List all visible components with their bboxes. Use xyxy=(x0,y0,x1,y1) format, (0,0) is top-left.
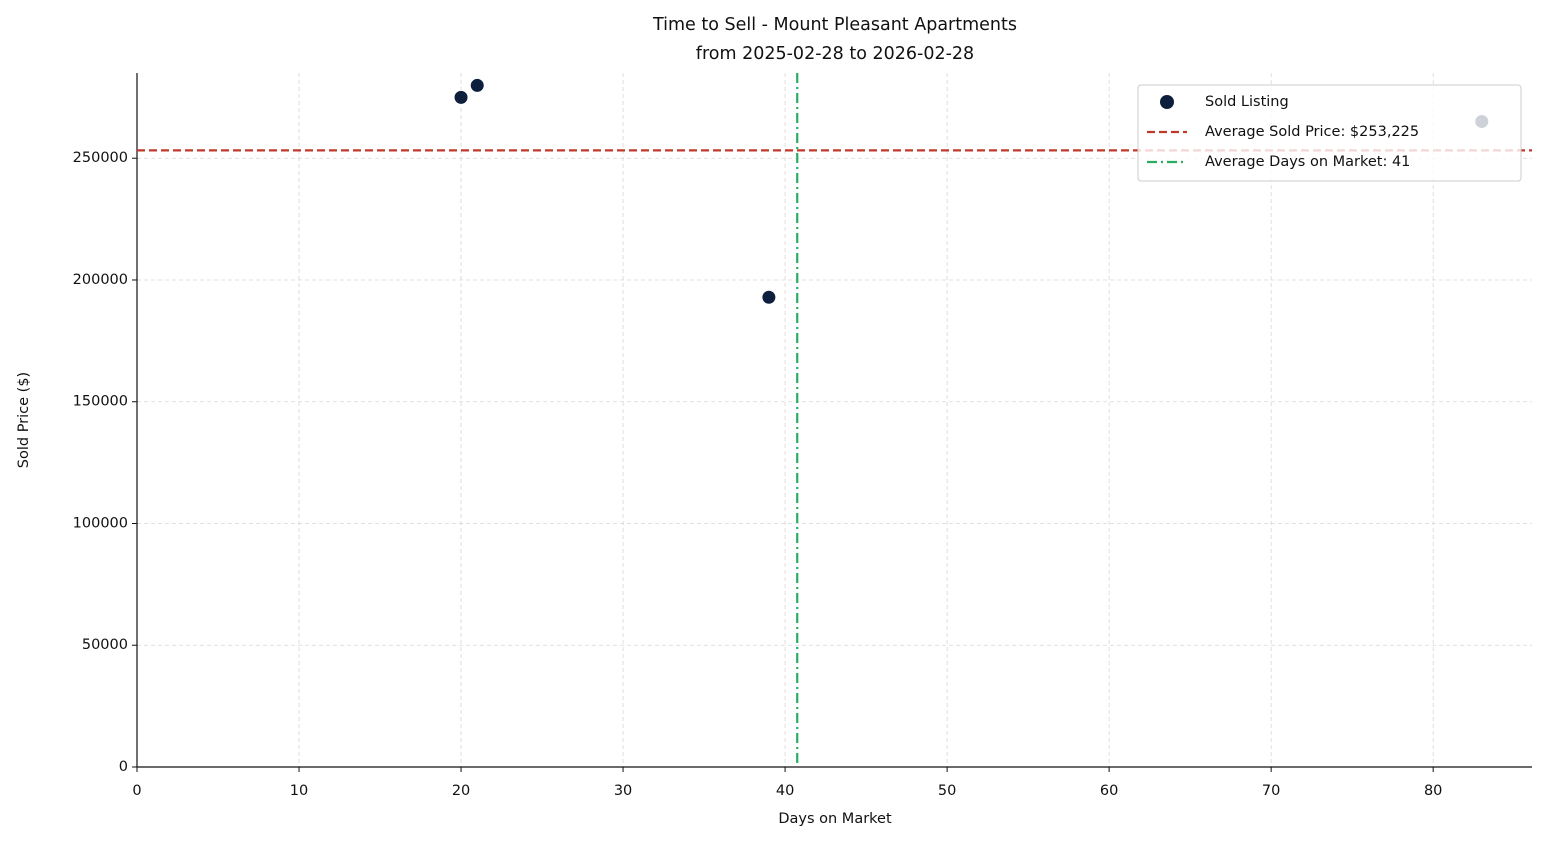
y-tick-label: 0 xyxy=(119,759,128,775)
legend: Sold Listing Average Sold Price: $253,225… xyxy=(1137,84,1522,182)
legend-label: Average Sold Price: $253,225 xyxy=(1205,124,1419,140)
y-tick-label: 50000 xyxy=(82,637,128,653)
legend-label: Average Days on Market: 41 xyxy=(1205,154,1410,170)
x-axis-label: Days on Market xyxy=(778,811,892,827)
y-tick-label: 150000 xyxy=(73,394,128,410)
y-tick-label: 200000 xyxy=(73,272,128,288)
x-tick-label: 50 xyxy=(938,783,956,799)
point xyxy=(453,89,469,105)
legend-label: Sold Listing xyxy=(1205,94,1289,110)
x-tick-label: 10 xyxy=(290,783,308,799)
x-tick-label: 30 xyxy=(614,783,632,799)
chart-title: Time to Sell - Mount Pleasant Apartments xyxy=(652,15,1017,35)
x-tick-label: 60 xyxy=(1100,783,1118,799)
x-tick-label: 40 xyxy=(776,783,794,799)
y-tick-label: 100000 xyxy=(73,515,128,531)
legend-box xyxy=(1137,84,1522,182)
point xyxy=(761,289,777,305)
y-axis-label: Sold Price ($) xyxy=(16,372,32,468)
y-tick-label: 250000 xyxy=(73,150,128,166)
legend-marker xyxy=(1160,95,1174,109)
chart-subtitle: from 2025-02-28 to 2026-02-28 xyxy=(696,44,974,64)
x-tick-label: 80 xyxy=(1424,783,1442,799)
point xyxy=(469,77,485,93)
x-tick-label: 70 xyxy=(1262,783,1280,799)
x-tick-label: 0 xyxy=(132,783,141,799)
x-tick-label: 20 xyxy=(452,783,470,799)
